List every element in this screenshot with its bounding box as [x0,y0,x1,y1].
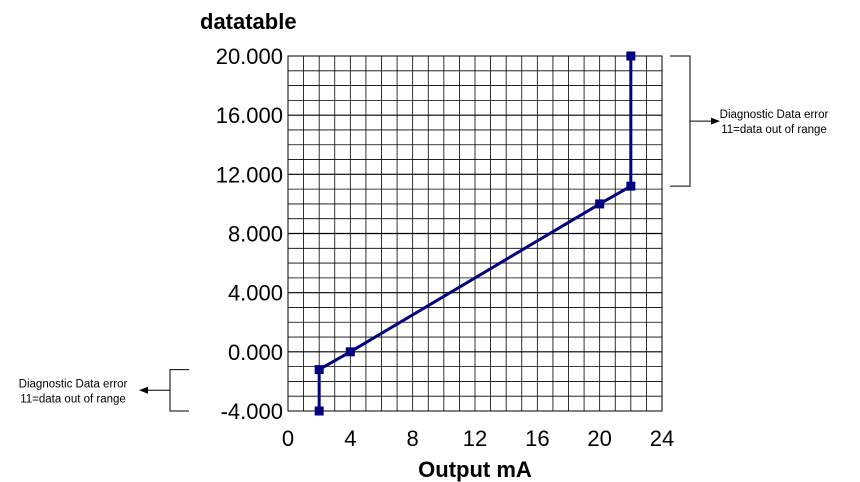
x-axis-label: Output mA [418,457,532,482]
x-tick-label: 16 [525,426,549,451]
series [314,51,636,416]
x-tick-label: 20 [587,426,611,451]
plot-frame [287,55,663,412]
x-tick-label: 12 [463,426,487,451]
data-point [595,199,605,209]
annotation-text-line2: 11=data out of range [20,393,126,405]
x-tick-label: 24 [650,426,674,451]
x-tick-label: 8 [407,426,419,451]
y-tick-label: 16.000 [216,103,283,128]
x-tick-label: 0 [282,426,294,451]
chart-title: datatable [200,9,297,34]
y-tick-label: 12.000 [216,162,283,187]
data-point [345,347,355,357]
data-point [626,181,636,191]
y-tick-label: 0.000 [228,340,283,365]
x-tick-labels: 0 4 8 12 16 20 24 [282,426,674,451]
y-tick-labels: -4.000 0.000 4.000 8.000 12.000 16.000 20.000 [216,44,283,424]
annotation-text-line1: Diagnostic Data error [720,109,829,121]
grid [288,56,662,411]
annotation-text-line1: Diagnostic Data error [19,378,128,390]
annotation-arrowhead [139,386,148,394]
annotation-bracket [670,55,691,187]
y-tick-label: 8.000 [228,222,283,247]
data-point [314,365,324,375]
series-line [317,56,633,411]
data-point [314,406,324,416]
data-point [626,51,636,61]
annotation-text-line2: 11=data out of range [721,124,827,136]
y-tick-label: 4.000 [228,281,283,306]
annotation-bracket [169,369,189,412]
y-tick-label: -4.000 [221,399,283,424]
annotation-arrowhead [711,117,720,125]
y-tick-label: 20.000 [216,44,283,69]
annotations: Diagnostic Data error 11=data out of rang… [19,55,829,412]
x-tick-label: 4 [344,426,356,451]
